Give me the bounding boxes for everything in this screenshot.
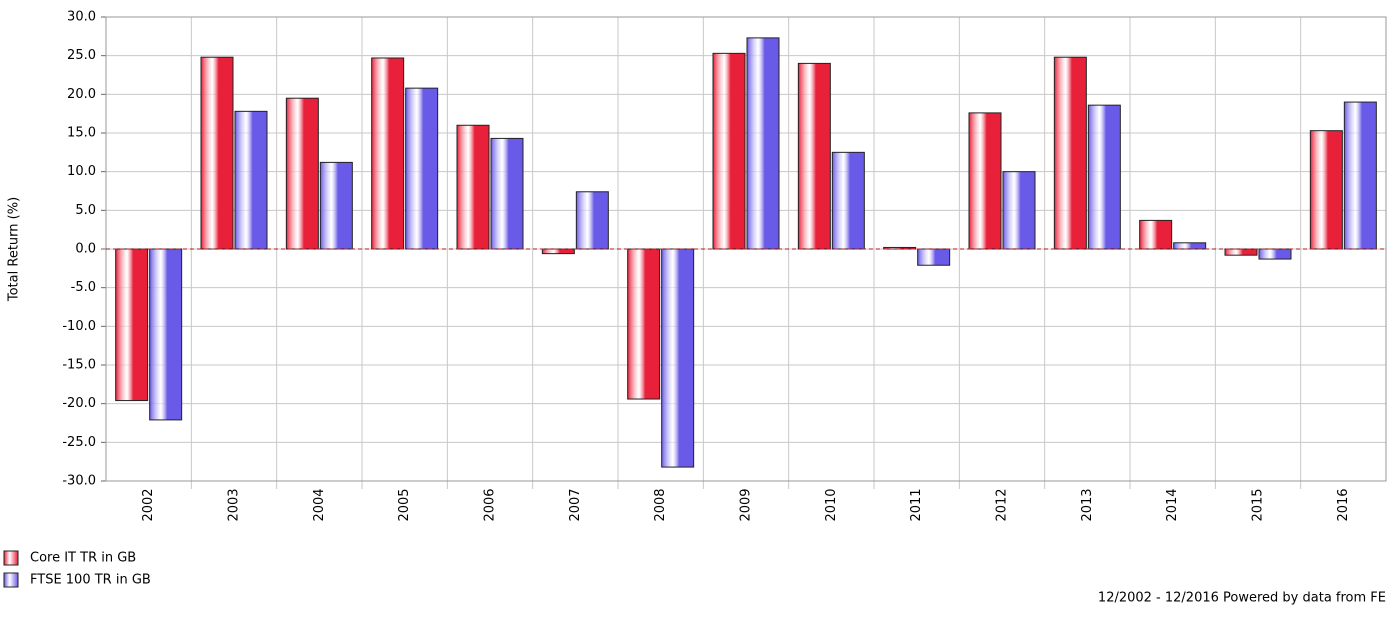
y-tick-label: -25.0 [62,435,96,450]
x-tick-label: 2011 [909,488,924,521]
bar [627,248,661,400]
bar [661,248,695,468]
y-tick-label: -10.0 [62,319,96,334]
bar [115,248,149,402]
bar [917,248,951,266]
bar [1343,101,1377,250]
bar [1258,248,1292,260]
bar [456,124,490,250]
bar [234,110,268,250]
y-axis-label: Total Return (%) [7,197,22,302]
x-tick-label: 2014 [1165,488,1180,521]
footer: 12/2002 - 12/2016 Powered by data from F… [1098,591,1386,606]
y-tick-label: 5.0 [75,203,96,218]
bar [405,87,439,250]
y-tick-label: -20.0 [62,396,96,411]
x-tick-label: 2015 [1251,488,1266,521]
bar [490,137,524,250]
legend-swatch [3,550,19,566]
y-tick-label: 10.0 [67,164,96,179]
bar [746,37,780,250]
bar [371,57,405,250]
x-tick-label: 2003 [227,488,242,521]
bar [1053,56,1087,250]
y-tick-label: 0.0 [75,242,96,257]
x-tick-label: 2004 [312,488,327,521]
bar [712,52,746,250]
x-tick-label: 2007 [568,488,583,521]
bar [575,191,609,250]
y-tick-label: -30.0 [62,474,96,489]
y-tick-label: 15.0 [67,126,96,141]
x-tick-label: 2013 [1080,488,1095,521]
legend-label: Core IT TR in GB [30,551,136,566]
legend-label: FTSE 100 TR in GB [30,573,151,588]
bar [1224,248,1258,256]
y-tick-label: 20.0 [67,87,96,102]
x-tick-label: 2002 [141,488,156,521]
bar [797,62,831,250]
x-tick-label: 2010 [824,488,839,521]
bar [1002,171,1036,250]
bar [1309,130,1343,250]
bar [541,248,575,255]
y-tick-label: -5.0 [71,280,96,295]
x-tick-label: 2008 [653,488,668,521]
bar [319,161,353,250]
y-tick-label: 30.0 [67,10,96,25]
bar [1139,219,1173,250]
x-tick-label: 2006 [483,488,498,521]
bar [149,248,183,421]
y-tick-label: 25.0 [67,48,96,63]
x-tick-label: 2016 [1336,488,1351,521]
x-tick-label: 2012 [995,488,1010,521]
bar [1173,242,1207,250]
bar [968,112,1002,250]
bar [200,56,234,250]
x-tick-label: 2009 [739,488,754,521]
y-tick-label: -15.0 [62,358,96,373]
bar [1087,104,1121,250]
legend-swatch [3,572,19,588]
bar [285,97,319,250]
bar [831,151,865,250]
x-tick-label: 2005 [397,488,412,521]
